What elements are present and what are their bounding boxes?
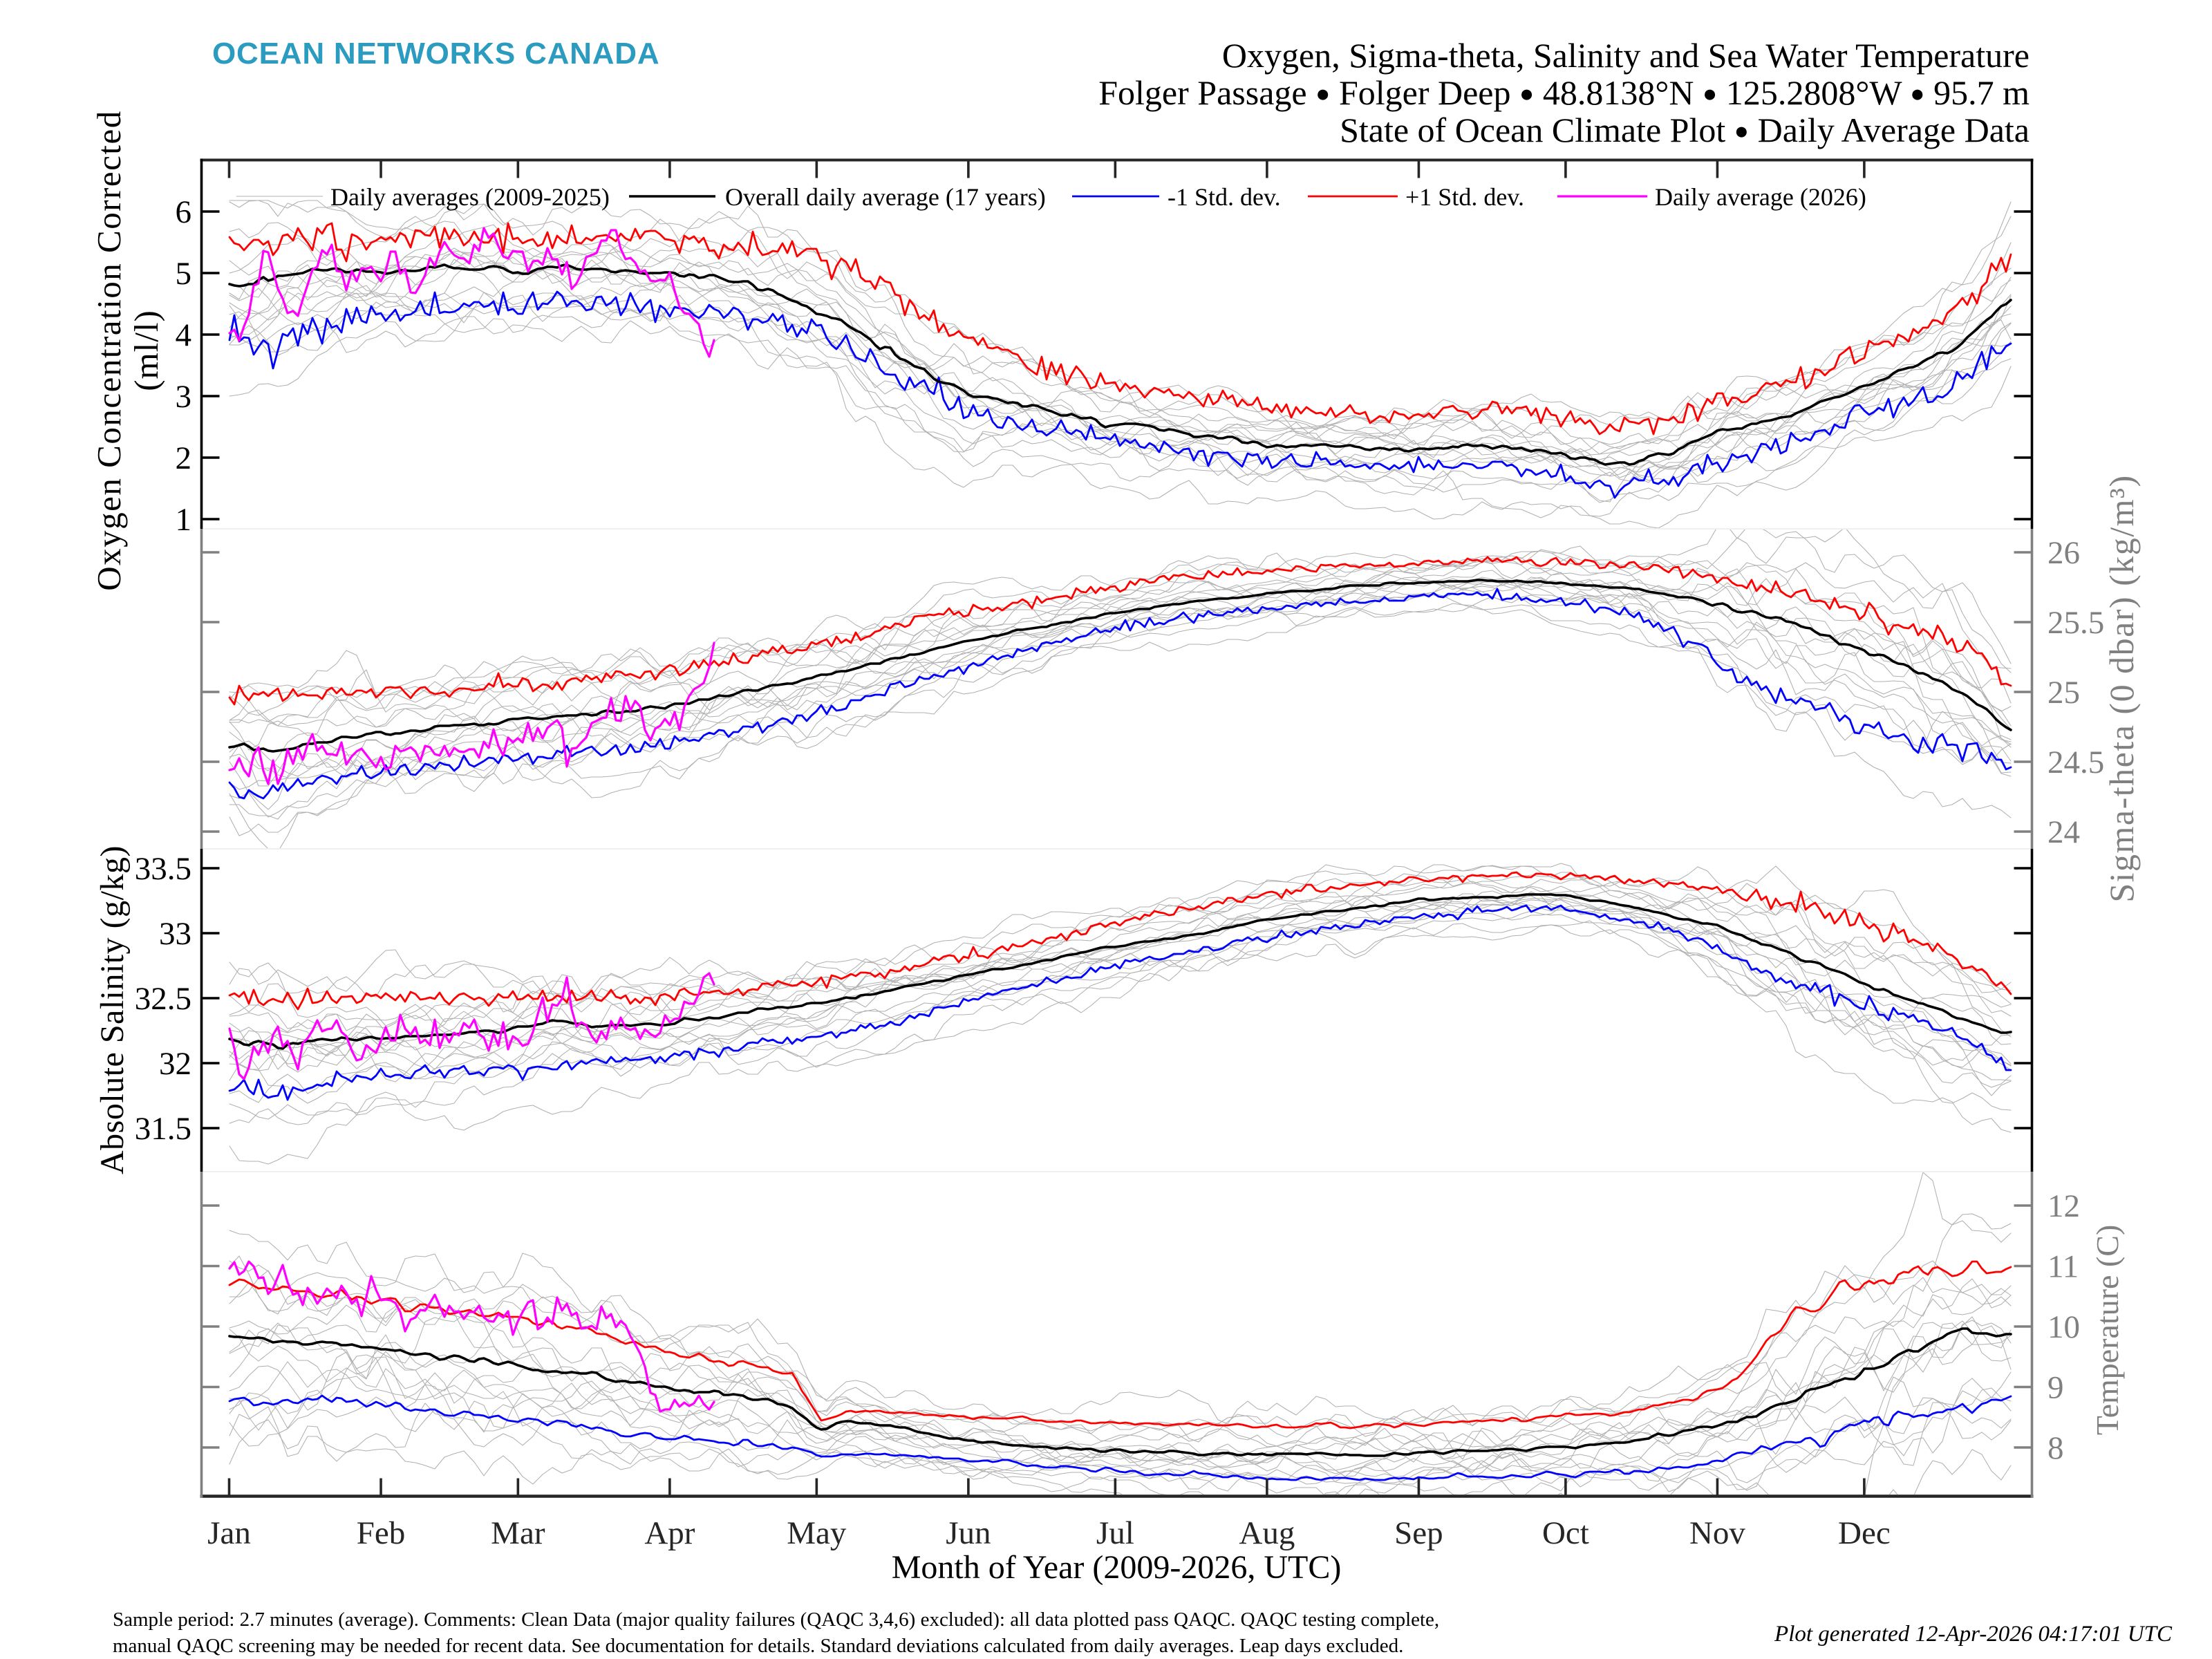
svg-text:24: 24 (2047, 814, 2080, 850)
svg-text:1: 1 (176, 502, 192, 538)
svg-text:May: May (787, 1515, 847, 1551)
svg-text:26: 26 (2047, 535, 2080, 571)
svg-text:Jul: Jul (1096, 1515, 1134, 1551)
svg-text:Oxygen Concentration Corrected: Oxygen Concentration Corrected (90, 110, 128, 590)
svg-text:+1 Std. dev.: +1 Std. dev. (1405, 183, 1524, 211)
svg-text:31.5: 31.5 (135, 1111, 191, 1147)
svg-text:Daily averages (2009-2025): Daily averages (2009-2025) (330, 183, 610, 211)
svg-text:Oxygen, Sigma-theta, Salinity: Oxygen, Sigma-theta, Salinity and Sea Wa… (1222, 36, 2030, 75)
svg-text:33.5: 33.5 (135, 851, 191, 887)
svg-text:33: 33 (159, 916, 191, 952)
svg-text:8: 8 (2047, 1430, 2064, 1466)
svg-text:5: 5 (176, 256, 192, 292)
svg-text:Sep: Sep (1394, 1515, 1443, 1551)
svg-text:32: 32 (159, 1046, 191, 1082)
svg-text:10: 10 (2047, 1309, 2080, 1345)
svg-text:2: 2 (176, 440, 192, 476)
svg-text:6: 6 (176, 194, 192, 230)
svg-text:Daily average (2026): Daily average (2026) (1655, 183, 1866, 211)
svg-text:Dec: Dec (1838, 1515, 1891, 1551)
svg-text:4: 4 (176, 317, 192, 353)
svg-text:Mar: Mar (491, 1515, 545, 1551)
svg-text:Absolute Salinity (g/kg): Absolute Salinity (g/kg) (94, 845, 131, 1174)
svg-text:(ml/l): (ml/l) (127, 310, 165, 391)
svg-text:25: 25 (2047, 675, 2080, 711)
svg-text:Apr: Apr (644, 1515, 695, 1551)
svg-text:24.5: 24.5 (2047, 744, 2104, 780)
svg-text:Aug: Aug (1239, 1515, 1295, 1551)
svg-text:Sigma-theta (0 dbar) (kg/m³): Sigma-theta (0 dbar) (kg/m³) (2102, 474, 2141, 902)
svg-text:25.5: 25.5 (2047, 605, 2104, 641)
svg-text:State of Ocean Climate Plot ●: State of Ocean Climate Plot ● Daily Aver… (1340, 111, 2030, 149)
svg-text:11: 11 (2047, 1249, 2079, 1285)
svg-text:manual QAQC screening may be n: manual QAQC screening may be needed for … (113, 1635, 1403, 1657)
svg-text:Sample period: 2.7 minutes (av: Sample period: 2.7 minutes (average). Co… (113, 1609, 1439, 1631)
svg-text:Temperature (C): Temperature (C) (2090, 1225, 2125, 1436)
svg-text:3: 3 (176, 379, 192, 415)
svg-text:12: 12 (2047, 1188, 2080, 1224)
svg-text:Jan: Jan (207, 1515, 251, 1551)
svg-text:9: 9 (2047, 1370, 2064, 1406)
svg-text:Folger Passage ● Folger Deep: Folger Passage ● Folger Deep ● 48.8138°N… (1098, 73, 2030, 112)
svg-text:OCEAN NETWORKS CANADA: OCEAN NETWORKS CANADA (212, 37, 659, 71)
svg-text:Oct: Oct (1542, 1515, 1589, 1551)
svg-text:Jun: Jun (946, 1515, 991, 1551)
svg-text:Overall daily average (17 year: Overall daily average (17 years) (725, 183, 1046, 211)
svg-text:Feb: Feb (357, 1515, 406, 1551)
svg-text:Plot generated 12-Apr-2026 04:: Plot generated 12-Apr-2026 04:17:01 UTC (1774, 1622, 2173, 1647)
svg-text:Month of Year (2009-2026, UTC): Month of Year (2009-2026, UTC) (892, 1549, 1342, 1586)
svg-text:Nov: Nov (1689, 1515, 1745, 1551)
svg-text:32.5: 32.5 (135, 981, 191, 1017)
svg-text:-1 Std. dev.: -1 Std. dev. (1168, 183, 1281, 211)
